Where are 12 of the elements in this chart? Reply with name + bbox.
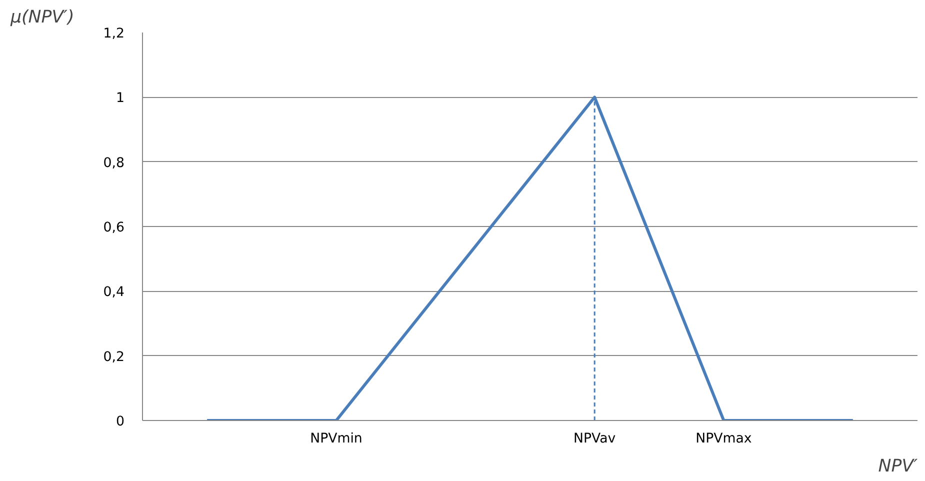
y-axis-title: μ(NPV′) [10,8,74,28]
y-tick-label: 0 [116,414,125,430]
y-tick-label: 0,8 [103,156,125,171]
y-tick-label: 1,2 [103,26,125,42]
x-tick-label: NPVmin [310,432,362,446]
x-tick-label: NPVav [574,432,616,446]
y-tick-label: 0,4 [103,285,125,300]
x-tick-label: NPVmax [696,432,752,446]
y-tick-label: 0,2 [103,350,125,365]
x-axis-title: NPV′ [878,456,918,476]
y-tick-label: 1 [116,91,125,106]
y-tick-label: 0,6 [103,220,125,236]
